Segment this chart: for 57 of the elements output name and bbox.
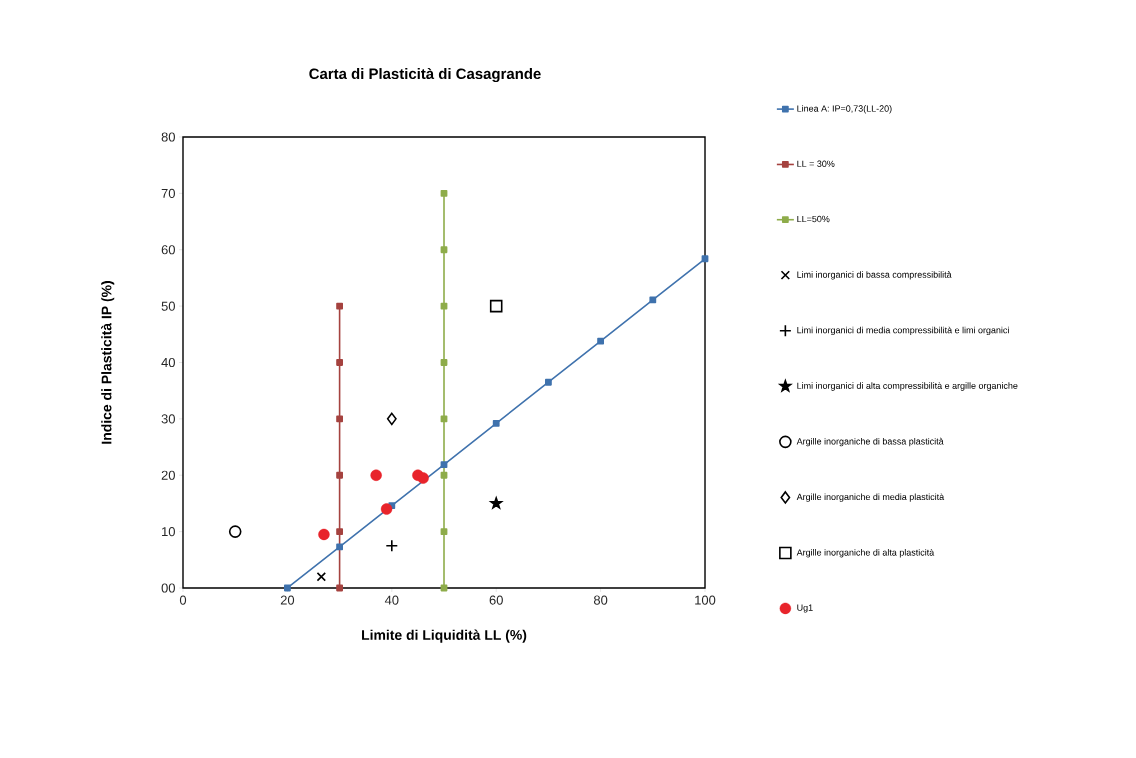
point: [440, 415, 448, 423]
point: [440, 471, 448, 479]
x-tick-label: 80: [593, 595, 608, 605]
point: [370, 469, 382, 481]
legend-label: Limi inorganici di bassa compressibilità: [797, 271, 952, 280]
legend-label: Linea A: IP=0,73(LL-20): [797, 105, 892, 114]
point: [336, 359, 343, 366]
point: [336, 302, 343, 310]
x-tick-label: 0: [179, 595, 187, 605]
point: [440, 189, 448, 197]
y-axis-title: Indice di Plasticità IP (%): [101, 281, 115, 444]
point: [336, 528, 343, 536]
y-tick-label: 30: [161, 414, 175, 424]
point: [316, 572, 327, 582]
point: [440, 302, 448, 310]
x-tick-label: 20: [280, 595, 295, 605]
legend-label: Argille inorganiche di media plasticità: [796, 493, 945, 502]
y-tick-label: 80: [161, 132, 175, 142]
point: [597, 337, 605, 345]
point: [440, 461, 448, 468]
point: [380, 503, 393, 515]
point: [336, 471, 343, 479]
x-tick-label: 60: [489, 595, 503, 605]
point: [228, 525, 242, 538]
y-tick-label: 50: [161, 301, 175, 311]
y-tick-label: 00: [161, 583, 175, 593]
point: [318, 528, 330, 541]
chart-title: Carta di Plasticità di Casagrande: [309, 67, 541, 83]
y-tick-label: 10: [162, 527, 175, 537]
legend-label: LL = 30%: [797, 160, 835, 167]
point: [440, 246, 448, 254]
legend-label: Ug1: [797, 604, 813, 613]
point: [336, 415, 343, 423]
legend-label: Argille inorganiche di alta plasticità: [796, 548, 935, 558]
legend-label: Limi inorganici di media compressibilità e limi organici: [797, 326, 1009, 336]
point: [440, 528, 448, 536]
y-tick-label: 40: [161, 357, 175, 368]
point: [386, 412, 397, 426]
point: [440, 359, 448, 366]
legend-label: Limi inorganici di alta compressibilità e argille organiche: [797, 382, 1018, 391]
point: [492, 419, 500, 427]
point: [649, 296, 657, 304]
point: [417, 472, 429, 484]
y-tick-label: 70: [161, 188, 175, 198]
legend-label: LL=50%: [797, 215, 830, 223]
point: [336, 543, 343, 551]
x-axis-title: Limite di Liquidità LL (%): [362, 629, 527, 643]
point: [545, 378, 552, 386]
x-tick-label: 100: [695, 595, 716, 605]
x-tick-label: 40: [384, 595, 399, 605]
point: [336, 584, 343, 592]
y-tick-label: 60: [161, 245, 175, 255]
point: [284, 584, 291, 592]
point: [701, 255, 709, 263]
y-tick-label: 20: [161, 470, 175, 480]
legend-label: Argille inorganiche di bassa plasticità: [796, 437, 944, 447]
point: [489, 299, 503, 313]
